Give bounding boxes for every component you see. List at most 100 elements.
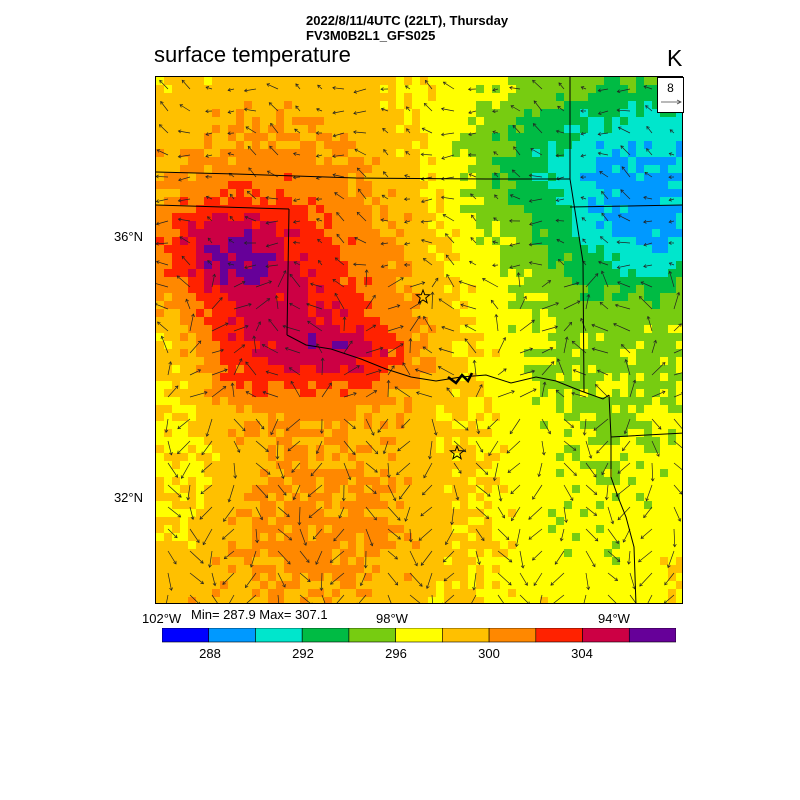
temperature-cell xyxy=(364,373,373,382)
temperature-cell xyxy=(484,541,493,550)
temperature-cell xyxy=(316,501,325,510)
temperature-cell xyxy=(412,573,421,582)
temperature-cell xyxy=(156,493,165,502)
temperature-cell xyxy=(188,445,197,454)
temperature-cell xyxy=(268,173,277,182)
temperature-cell xyxy=(372,125,381,134)
temperature-cell xyxy=(164,533,173,542)
temperature-cell xyxy=(372,141,381,150)
temperature-cell xyxy=(212,397,221,406)
temperature-cell xyxy=(612,421,621,430)
wind-arrow xyxy=(423,462,433,479)
temperature-cell xyxy=(500,565,509,574)
temperature-cell xyxy=(644,133,653,142)
temperature-cell xyxy=(476,381,485,390)
wind-arrow xyxy=(249,550,257,568)
temperature-cell xyxy=(652,501,661,510)
temperature-cell xyxy=(180,197,189,206)
wind-arrow xyxy=(336,594,345,603)
temperature-cell xyxy=(588,517,597,526)
wind-arrow xyxy=(205,195,213,200)
temperature-cell xyxy=(612,325,621,334)
temperature-cell xyxy=(676,141,682,150)
wind-arrow xyxy=(365,462,378,473)
temperature-cell xyxy=(300,509,309,518)
temperature-cell xyxy=(236,117,245,126)
wind-arrow xyxy=(156,174,169,179)
temperature-cell xyxy=(428,261,437,270)
temperature-cell xyxy=(548,565,557,574)
temperature-cell xyxy=(388,589,397,598)
wind-arrow xyxy=(647,594,653,603)
temperature-cell xyxy=(276,189,285,198)
wind-arrow xyxy=(557,105,565,112)
temperature-cell xyxy=(396,133,405,142)
wind-arrow xyxy=(607,528,619,544)
temperature-cell xyxy=(188,165,197,174)
wind-arrow xyxy=(585,273,599,288)
temperature-cell xyxy=(260,373,269,382)
temperature-cell xyxy=(532,133,541,142)
temperature-cell xyxy=(196,237,205,246)
temperature-cell xyxy=(460,565,469,574)
temperature-cell xyxy=(508,485,517,494)
temperature-cell xyxy=(396,477,405,486)
temperature-cell xyxy=(308,117,317,126)
temperature-cell xyxy=(324,261,333,270)
temperature-cell xyxy=(636,349,645,358)
temperature-cell xyxy=(308,477,317,486)
temperature-cell xyxy=(540,469,549,478)
temperature-cell xyxy=(484,381,493,390)
temperature-cell xyxy=(628,389,637,398)
temperature-cell xyxy=(524,549,533,558)
temperature-cell xyxy=(228,325,237,334)
temperature-cell xyxy=(316,397,325,406)
wind-arrow xyxy=(287,440,301,452)
temperature-cell xyxy=(284,109,293,118)
temperature-cell xyxy=(396,333,405,342)
temperature-cell xyxy=(484,157,493,166)
temperature-cell xyxy=(172,149,181,158)
temperature-cell xyxy=(596,597,605,603)
temperature-cell xyxy=(300,397,309,406)
temperature-cell xyxy=(236,333,245,342)
temperature-cell xyxy=(644,509,653,518)
temperature-cell xyxy=(636,325,645,334)
temperature-cell xyxy=(468,141,477,150)
temperature-cell xyxy=(380,565,389,574)
temperature-cell xyxy=(388,565,397,574)
temperature-cell xyxy=(668,213,677,222)
wind-arrow xyxy=(356,167,367,178)
temperature-cell xyxy=(380,397,389,406)
temperature-cell xyxy=(500,229,509,238)
lon-label-94w: 94°W xyxy=(598,611,630,626)
temperature-cell xyxy=(340,373,349,382)
temperature-cell xyxy=(420,373,429,382)
temperature-cell xyxy=(652,253,661,262)
temperature-cell xyxy=(188,517,197,526)
temperature-cell xyxy=(188,565,197,574)
temperature-cell xyxy=(428,101,437,110)
temperature-cell xyxy=(572,93,581,102)
temperature-cell xyxy=(228,493,237,502)
temperature-cell xyxy=(572,269,581,278)
temperature-cell xyxy=(236,173,245,182)
wind-arrow xyxy=(467,152,477,157)
temperature-cell xyxy=(444,149,453,158)
temperature-cell xyxy=(476,157,485,166)
temperature-cell xyxy=(460,533,469,542)
temperature-cell xyxy=(172,245,181,254)
temperature-cell xyxy=(508,525,517,534)
wind-arrow xyxy=(664,594,675,603)
temperature-cell xyxy=(236,133,245,142)
temperature-cell xyxy=(364,541,373,550)
temperature-cell xyxy=(628,85,637,94)
temperature-cell xyxy=(332,109,341,118)
temperature-cell xyxy=(300,453,309,462)
wind-arrow xyxy=(594,384,609,398)
temperature-cell xyxy=(612,381,621,390)
temperature-cell xyxy=(308,365,317,374)
temperature-cell xyxy=(628,597,637,603)
temperature-cell xyxy=(612,237,621,246)
temperature-cell xyxy=(652,93,661,102)
